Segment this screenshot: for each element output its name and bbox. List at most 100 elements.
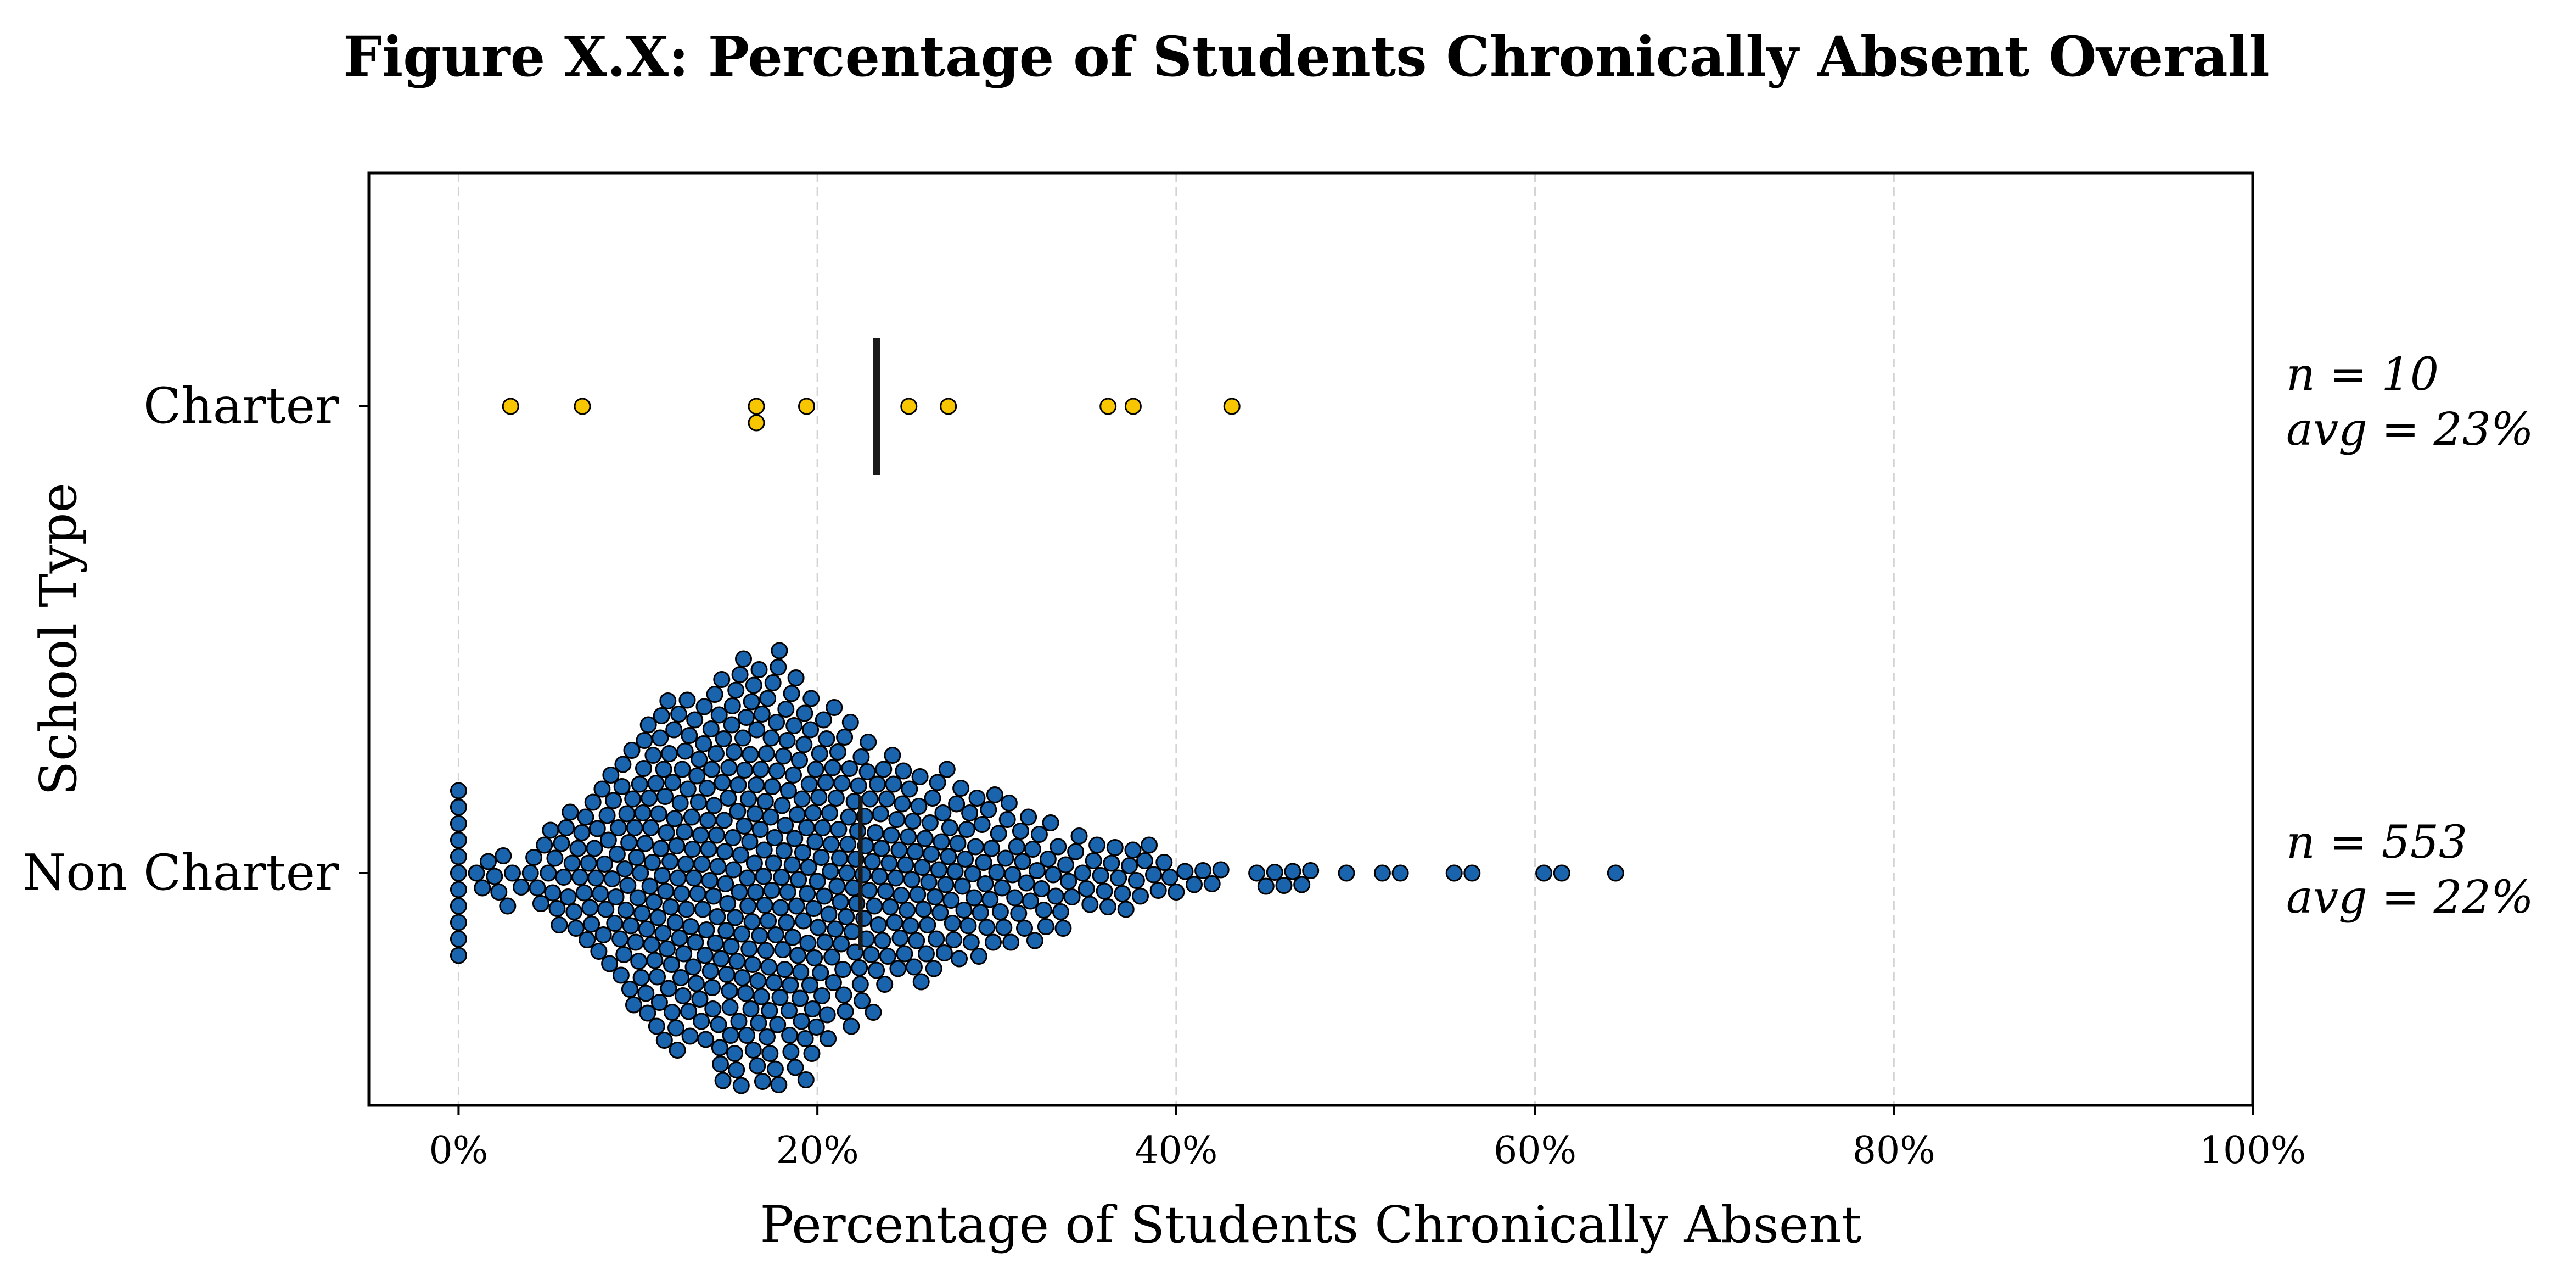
charter-point — [574, 398, 591, 415]
non-charter-point — [580, 854, 597, 872]
non-charter-point — [1168, 884, 1185, 901]
non-charter-point — [450, 815, 467, 832]
non-charter-point — [729, 776, 747, 793]
non-charter-point — [661, 853, 679, 870]
non-charter-point — [642, 819, 660, 836]
non-charter-point — [1028, 862, 1046, 879]
non-charter-point — [706, 935, 724, 952]
non-charter-point — [976, 875, 994, 892]
non-charter-point — [704, 979, 721, 996]
non-charter-point — [893, 887, 910, 904]
non-charter-point — [807, 761, 824, 778]
non-charter-point — [933, 833, 950, 851]
charter-point — [748, 414, 765, 432]
non-charter-point — [693, 1013, 710, 1030]
non-charter-point — [824, 974, 842, 991]
non-charter-point — [890, 841, 908, 859]
non-charter-point — [569, 840, 587, 857]
non-charter-point — [726, 1045, 743, 1062]
non-charter-point — [1018, 874, 1035, 892]
non-charter-point — [581, 899, 599, 916]
non-charter-point — [674, 987, 692, 1004]
non-charter-point — [663, 956, 680, 973]
non-charter-point — [495, 847, 512, 864]
non-charter-point — [536, 836, 553, 854]
non-charter-point — [814, 819, 832, 836]
non-charter-point — [532, 895, 549, 912]
non-charter-point — [1000, 795, 1018, 812]
non-charter-point — [608, 846, 626, 863]
non-charter-point — [764, 674, 782, 691]
non-charter-point — [676, 742, 694, 760]
non-charter-point — [901, 780, 918, 798]
non-charter-point — [712, 950, 730, 968]
non-charter-point — [694, 901, 711, 918]
non-charter-point — [1096, 882, 1113, 900]
non-charter-point — [1203, 875, 1221, 892]
non-charter-point — [668, 837, 686, 854]
non-charter-point — [832, 893, 849, 910]
non-charter-point — [691, 751, 708, 768]
non-charter-point — [868, 961, 885, 979]
non-charter-point — [757, 942, 775, 959]
non-charter-point — [726, 743, 743, 761]
non-charter-point — [551, 916, 568, 933]
non-charter-point — [789, 947, 806, 964]
non-charter-point — [529, 879, 546, 897]
non-charter-point — [677, 856, 694, 873]
non-charter-point — [1145, 866, 1162, 884]
non-charter-point — [782, 1043, 800, 1060]
non-charter-point — [611, 930, 629, 948]
non-charter-point — [804, 804, 822, 821]
non-charter-point — [711, 1039, 728, 1056]
non-charter-point — [1060, 873, 1077, 890]
non-charter-point — [967, 838, 984, 856]
non-charter-point — [940, 848, 957, 865]
non-charter-point — [888, 811, 906, 828]
non-charter-point — [671, 795, 689, 812]
non-charter-point — [685, 869, 703, 887]
non-charter-point — [756, 897, 773, 914]
non-charter-point — [902, 917, 919, 935]
non-charter-point — [717, 922, 735, 940]
non-charter-point — [828, 877, 846, 895]
non-charter-point — [594, 926, 612, 943]
non-charter-point — [755, 868, 772, 885]
non-charter-point — [882, 898, 899, 915]
non-charter-point — [678, 691, 696, 709]
non-charter-point — [577, 808, 594, 826]
non-charter-point — [704, 1000, 722, 1017]
non-charter-point — [669, 1042, 686, 1059]
non-charter-point — [761, 1045, 779, 1062]
non-charter-point — [639, 716, 657, 734]
non-charter-point — [958, 821, 975, 838]
non-charter-point — [1006, 889, 1024, 907]
non-charter-point — [751, 927, 768, 944]
non-charter-point — [603, 870, 621, 887]
non-charter-point — [727, 909, 744, 926]
non-charter-point — [787, 1059, 804, 1076]
non-charter-point — [911, 768, 929, 785]
non-charter-point — [722, 938, 740, 955]
non-charter-point — [807, 1019, 825, 1036]
non-charter-point — [773, 797, 791, 814]
non-charter-point — [671, 930, 688, 947]
non-charter-point — [970, 948, 987, 965]
non-charter-point — [776, 961, 793, 978]
non-charter-point — [748, 776, 765, 793]
charter-n-label: n = 10 — [2286, 349, 2439, 401]
non-charter-point — [450, 881, 467, 898]
non-charter-point — [742, 746, 759, 763]
non-charter-point — [799, 885, 816, 902]
non-charter-point — [800, 859, 817, 876]
non-charter-point — [691, 991, 709, 1008]
non-charter-point — [607, 888, 625, 905]
non-charter-point — [904, 813, 922, 830]
non-charter-point — [983, 840, 1001, 857]
non-charter-point — [937, 876, 955, 893]
non-charter-point — [951, 950, 968, 968]
non-charter-point — [806, 949, 823, 966]
non-charter-point — [546, 849, 564, 867]
x-tick-label: 100% — [2199, 1129, 2306, 1172]
non-charter-point — [801, 976, 818, 994]
